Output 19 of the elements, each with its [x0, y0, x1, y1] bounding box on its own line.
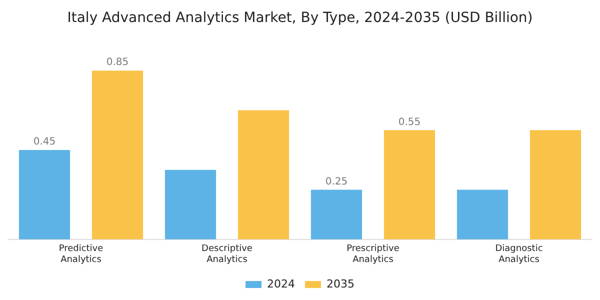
- chart-title: Italy Advanced Analytics Market, By Type, 2024-2035 (USD Billion): [67, 10, 533, 26]
- x-tick-label: Diagnostic Analytics: [495, 244, 543, 265]
- data-label: 0.85: [106, 57, 129, 68]
- legend-label: 2035: [326, 277, 354, 290]
- bar: [310, 190, 362, 240]
- bar: [238, 110, 290, 240]
- bar: [92, 70, 144, 240]
- bar: [164, 170, 216, 240]
- data-label: 0.25: [325, 176, 348, 188]
- bar: [530, 130, 582, 240]
- legend-label: 2024: [267, 277, 296, 290]
- bar: [384, 130, 436, 240]
- bar: [456, 190, 508, 240]
- bar: [18, 150, 70, 240]
- x-tick-label: Descriptive Analytics: [202, 244, 253, 265]
- data-label: 0.45: [33, 136, 56, 148]
- x-tick-label: Predictive Analytics: [58, 244, 104, 265]
- data-label: 0.55: [398, 116, 421, 128]
- x-tick-label: Prescriptive Analytics: [346, 244, 400, 265]
